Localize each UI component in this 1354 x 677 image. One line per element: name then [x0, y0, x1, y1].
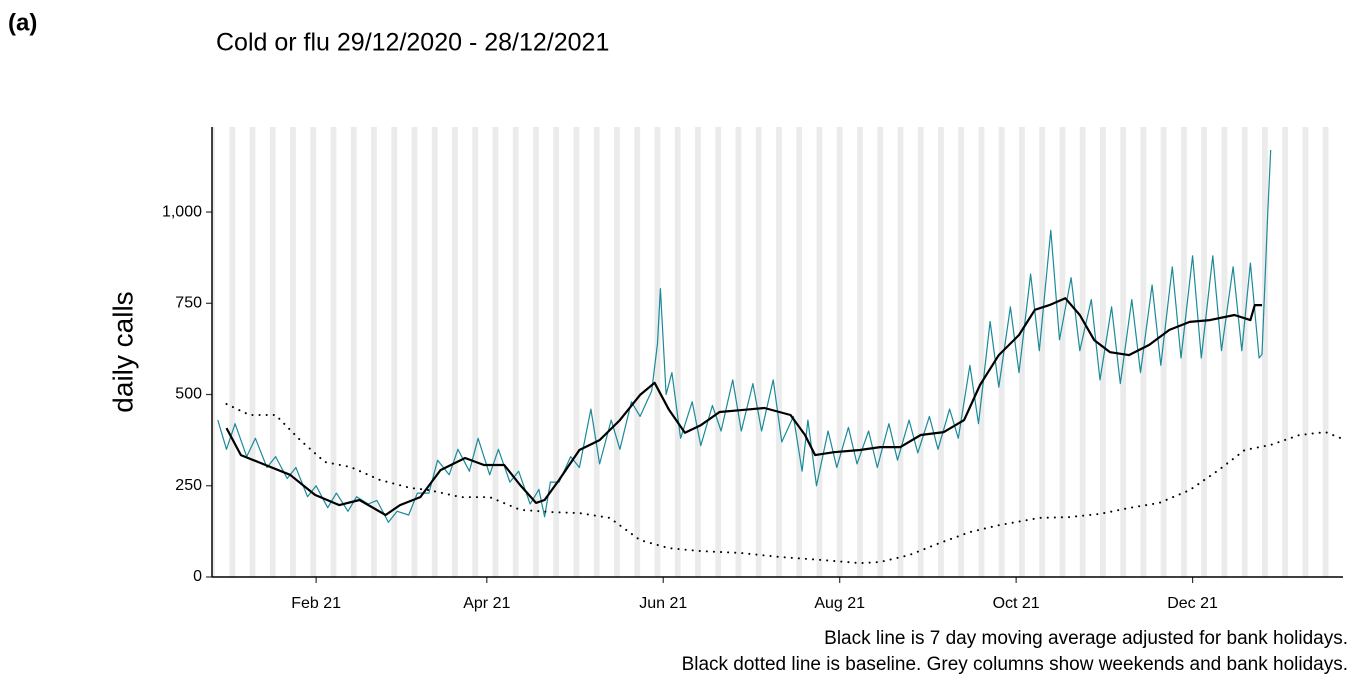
weekend-column [938, 127, 944, 577]
weekend-column [213, 127, 215, 577]
weekend-column [857, 127, 863, 577]
weekend-column [371, 127, 377, 577]
series-line [217, 149, 1272, 523]
x-tick-label: Feb 21 [291, 595, 341, 612]
y-tick-label: 500 [175, 386, 202, 403]
weekend-column [776, 127, 782, 577]
x-tick-label: Aug 21 [814, 595, 865, 612]
x-tick-label: Jun 21 [639, 595, 687, 612]
y-axis-label: daily calls [107, 291, 138, 412]
x-tick-label: Oct 21 [993, 595, 1040, 612]
weekend-column [573, 127, 580, 577]
weekend-column [431, 127, 438, 577]
weekend-column [735, 127, 742, 577]
weekend-column [553, 127, 560, 577]
y-tick-label: 250 [175, 477, 202, 494]
weekend-column [755, 127, 762, 577]
caption: Black dotted line is baseline. Grey colu… [682, 654, 1348, 675]
weekend-column [1302, 127, 1309, 577]
weekend-column [634, 127, 641, 577]
weekend-column [1282, 127, 1289, 577]
weekend-column [1100, 127, 1106, 577]
weekend-column [472, 127, 479, 577]
weekend-column [310, 127, 317, 577]
weekend-column [1221, 127, 1228, 577]
weekend-column [229, 127, 236, 577]
weekend-column [836, 127, 843, 577]
weekend-column [1039, 127, 1046, 577]
weekend-column [1262, 127, 1268, 577]
weekend-column [654, 127, 661, 577]
weekend-column [877, 127, 884, 577]
caption: Black line is 7 day moving average adjus… [824, 628, 1348, 649]
weekend-column [269, 127, 276, 577]
weekend-column [1322, 127, 1329, 577]
y-tick-label: 750 [175, 294, 202, 311]
weekend-column [917, 127, 924, 577]
weekend-column [1079, 127, 1086, 577]
panel-label: (a) [8, 9, 37, 36]
weekend-columns [213, 127, 1329, 577]
weekend-column [816, 127, 823, 577]
weekend-column [249, 127, 256, 577]
weekend-column [695, 127, 701, 577]
weekend-column [452, 127, 458, 577]
weekend-column [796, 127, 803, 577]
weekend-column [1181, 127, 1187, 577]
y-tick-label: 0 [193, 568, 202, 585]
y-tick-label: 1,000 [162, 203, 202, 220]
weekend-column [715, 127, 722, 577]
weekend-column [512, 127, 519, 577]
weekend-column [350, 127, 357, 577]
weekend-column [978, 127, 985, 577]
weekend-column [897, 127, 904, 577]
weekend-column [1160, 127, 1167, 577]
weekend-column [290, 127, 296, 577]
weekend-column [958, 127, 965, 577]
weekend-column [593, 127, 600, 577]
weekend-column [1120, 127, 1127, 577]
weekend-column [411, 127, 418, 577]
weekend-column [1201, 127, 1208, 577]
weekend-column [614, 127, 620, 577]
weekend-column [533, 127, 539, 577]
x-tick-label: Apr 21 [463, 595, 510, 612]
weekend-column [1059, 127, 1066, 577]
series-line [225, 403, 1342, 565]
weekend-column [674, 127, 681, 577]
weekend-column [330, 127, 337, 577]
chart-title: Cold or flu 29/12/2020 - 28/12/2021 [216, 29, 609, 57]
weekend-column [391, 127, 398, 577]
x-tick-label: Dec 21 [1167, 595, 1218, 612]
weekend-column [492, 127, 499, 577]
series-line [225, 297, 1262, 517]
weekend-column [1241, 127, 1248, 577]
